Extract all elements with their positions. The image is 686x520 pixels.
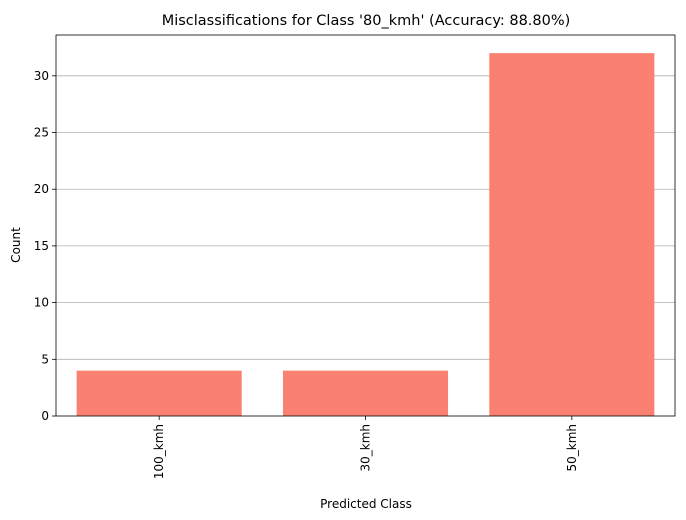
x-tick-label: 100_kmh	[152, 424, 166, 479]
y-ticks: 0 5 10 15 20 25 30	[34, 69, 56, 423]
y-tick-label: 15	[34, 239, 49, 253]
y-tick-label: 0	[41, 409, 49, 423]
x-tick-label: 30_kmh	[359, 424, 373, 472]
y-tick-label: 10	[34, 296, 49, 310]
bar-30_kmh	[282, 370, 449, 416]
y-tick-label: 20	[34, 182, 49, 196]
x-axis-label: Predicted Class	[320, 497, 412, 511]
bar-100_kmh	[76, 370, 242, 416]
bars	[76, 53, 655, 417]
y-tick-label: 25	[34, 126, 49, 140]
y-axis-label: Count	[9, 227, 23, 263]
y-tick-label: 30	[34, 69, 49, 83]
chart-title: Misclassifications for Class '80_kmh' (A…	[162, 13, 571, 29]
y-tick-label: 5	[41, 352, 49, 366]
bar-50_kmh	[489, 53, 655, 417]
x-ticks: 100_kmh 30_kmh 50_kmh	[152, 416, 579, 479]
x-tick-label: 50_kmh	[565, 424, 579, 472]
